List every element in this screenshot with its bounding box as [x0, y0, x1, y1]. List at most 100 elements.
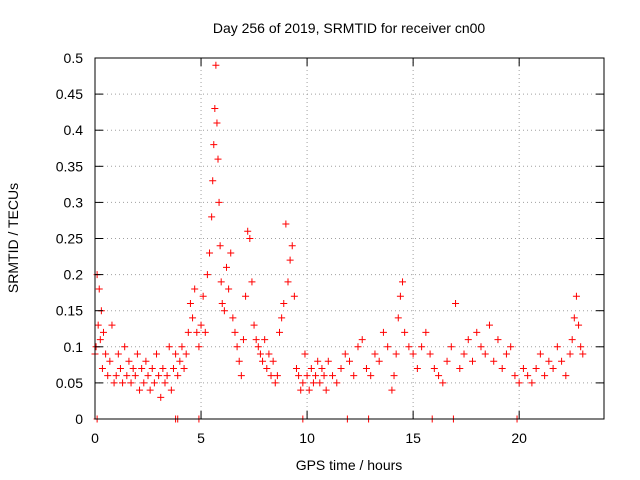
data-point — [165, 343, 173, 351]
data-point — [443, 357, 451, 365]
data-point — [515, 379, 523, 387]
data-point — [558, 357, 566, 365]
data-point — [150, 379, 158, 387]
data-point — [396, 292, 404, 300]
data-point — [405, 343, 413, 351]
data-point — [144, 372, 152, 380]
y-axis-label: SRMTID / TECUs — [5, 183, 21, 293]
data-point — [477, 343, 485, 351]
y-tick-label: 0.35 — [56, 158, 83, 174]
data-point — [195, 343, 203, 351]
x-axis-label: GPS time / hours — [296, 457, 403, 473]
data-point — [178, 343, 186, 351]
data-point — [566, 350, 574, 358]
data-point — [367, 372, 375, 380]
data-point — [163, 372, 171, 380]
x-tick-label: 20 — [511, 430, 527, 446]
data-point — [106, 357, 114, 365]
data-point — [435, 372, 443, 380]
data-point — [318, 364, 326, 372]
data-point — [99, 328, 107, 336]
data-point — [384, 343, 392, 351]
data-point — [267, 372, 275, 380]
data-point — [577, 343, 585, 351]
data-point — [231, 328, 239, 336]
data-point — [324, 357, 332, 365]
data-point — [507, 343, 515, 351]
data-point — [189, 314, 197, 322]
data-point — [112, 372, 120, 380]
data-point — [161, 379, 169, 387]
data-point — [572, 292, 580, 300]
data-point — [502, 350, 510, 358]
data-point — [371, 350, 379, 358]
data-point — [225, 285, 233, 293]
data-point — [248, 278, 256, 286]
axis-ticks — [94, 57, 604, 420]
data-point — [528, 379, 536, 387]
data-point — [186, 299, 194, 307]
data-point — [307, 364, 315, 372]
data-point — [301, 350, 309, 358]
y-tick-label: 0.25 — [56, 231, 83, 247]
data-point — [490, 357, 498, 365]
data-point — [309, 379, 317, 387]
data-point — [549, 364, 557, 372]
data-point — [545, 357, 553, 365]
data-point — [201, 328, 209, 336]
data-point — [392, 350, 400, 358]
y-tick-label: 0 — [75, 411, 83, 427]
data-point — [329, 372, 337, 380]
data-point — [481, 350, 489, 358]
grid — [95, 58, 604, 419]
data-point — [312, 372, 320, 380]
data-point — [244, 227, 252, 235]
data-point — [524, 372, 532, 380]
y-tick-label: 0.3 — [64, 194, 84, 210]
data-point — [242, 292, 250, 300]
data-point — [213, 119, 221, 127]
data-point — [394, 314, 402, 322]
data-point — [104, 372, 112, 380]
data-point — [282, 220, 290, 228]
data-point — [210, 141, 218, 149]
data-point — [269, 357, 277, 365]
y-tick-label: 0.05 — [56, 375, 83, 391]
data-point — [250, 321, 258, 329]
data-point — [129, 364, 137, 372]
data-point — [169, 364, 177, 372]
y-tick-label: 0.5 — [64, 50, 84, 66]
data-point — [511, 372, 519, 380]
data-point — [261, 336, 269, 344]
data-point — [519, 364, 527, 372]
data-point — [136, 386, 144, 394]
data-point — [276, 328, 284, 336]
data-point — [256, 350, 264, 358]
data-point — [127, 379, 135, 387]
data-point — [320, 372, 328, 380]
data-point — [271, 379, 279, 387]
data-point — [199, 292, 207, 300]
data-point — [180, 364, 188, 372]
data-point — [485, 321, 493, 329]
data-point — [284, 278, 292, 286]
data-point — [216, 242, 224, 250]
data-point — [388, 386, 396, 394]
y-tick-label: 0.4 — [64, 122, 84, 138]
data-point — [208, 213, 216, 221]
data-point — [354, 343, 362, 351]
data-point — [133, 350, 141, 358]
data-point — [233, 343, 241, 351]
data-point — [235, 357, 243, 365]
data-point — [172, 350, 180, 358]
data-point — [265, 350, 273, 358]
data-point — [215, 198, 223, 206]
data-point — [96, 336, 104, 344]
data-point — [153, 350, 161, 358]
data-point — [305, 386, 313, 394]
data-point — [121, 343, 129, 351]
data-point — [259, 357, 267, 365]
data-point — [409, 350, 417, 358]
